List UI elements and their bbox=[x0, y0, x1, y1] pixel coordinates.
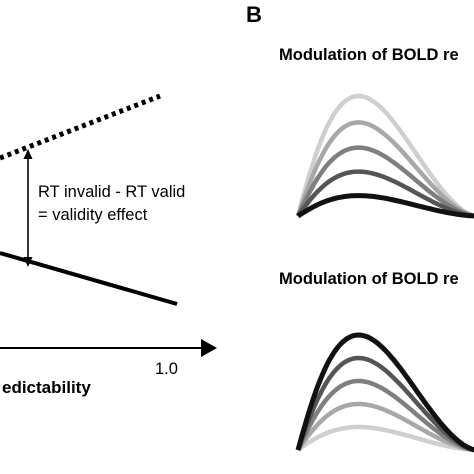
arrow-head-up bbox=[23, 149, 33, 159]
bottom-bold-curve-3 bbox=[295, 378, 474, 453]
validity-effect-arrow bbox=[23, 149, 33, 267]
panel-a-validity-plot: RT invalid - RT valid = validity effect … bbox=[0, 93, 217, 397]
x-axis-arrowhead bbox=[201, 339, 217, 357]
bottom-bold-curves bbox=[295, 332, 474, 453]
bottom-bold-curve-2 bbox=[296, 401, 474, 453]
bottom-bold-curve-5 bbox=[295, 332, 474, 453]
top-bold-curve-3 bbox=[295, 145, 474, 219]
top-panel-title: Modulation of BOLD re bbox=[279, 46, 459, 64]
x-axis-tick-label: 1.0 bbox=[155, 360, 178, 378]
arrow-head-down bbox=[23, 257, 33, 267]
top-bold-curve-4 bbox=[296, 169, 474, 219]
top-bold-curve-5 bbox=[296, 193, 474, 219]
top-bold-curve-2 bbox=[295, 120, 474, 218]
panel-b-bold-responses: B Modulation of BOLD re Modulation of BO… bbox=[246, 2, 474, 453]
validity-effect-label-line2: = validity effect bbox=[38, 206, 148, 224]
bottom-bold-curve-1 bbox=[296, 424, 474, 453]
top-bold-curve-1 bbox=[295, 93, 474, 218]
bottom-bold-curve-4 bbox=[295, 355, 474, 452]
bottom-panel-title: Modulation of BOLD re bbox=[279, 270, 459, 288]
panel-b-letter: B bbox=[246, 2, 262, 27]
top-bold-curves bbox=[295, 93, 474, 219]
invalid-rt-dotted-line bbox=[0, 93, 161, 161]
validity-effect-label-line1: RT invalid - RT valid bbox=[38, 183, 185, 201]
x-axis-title: edictability bbox=[2, 378, 91, 397]
